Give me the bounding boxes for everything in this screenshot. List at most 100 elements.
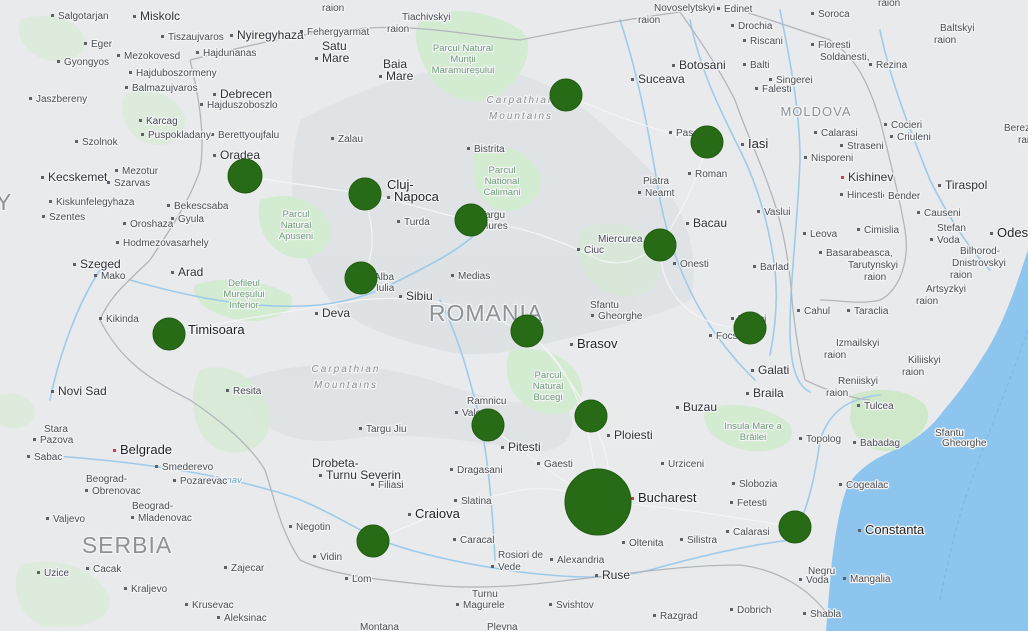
city-dot-slobozia [732,482,735,485]
city-label-bilhorod: Bilhorod- [960,246,1000,257]
city-dot-zajecar [224,566,227,569]
city-label-stefan: Stefan [937,223,966,234]
marker-tecuci[interactable] [733,311,767,345]
city-label-nyiregyhaza: Nyiregyhaza [237,28,304,42]
city-label-raion: raion [878,0,900,9]
city-label-targu-jiu: Targu Jiu [366,424,407,435]
city-label-raion: raion [950,270,972,281]
city-label-szentes: Szentes [49,212,85,223]
city-dot-galati [751,369,754,372]
city-label-medias: Medias [458,271,490,282]
city-dot-turnu-severin [319,474,322,477]
city-label-raion: raion [824,350,846,361]
city-label-jaszbereny: Jaszbereny [36,94,87,105]
city-dot-gheorghe [591,314,594,317]
city-label-mako: Mako [101,271,126,282]
city-dot-bacau [686,222,689,225]
city-label-gheorghe: Gheorghe [942,438,987,449]
marker-timisoara[interactable] [152,317,186,351]
city-label-novi-sad: Novi Sad [58,384,107,398]
city-label-razgrad: Razgrad [660,611,698,622]
mountain-label-1-0: Carpathian [312,364,381,375]
city-label-timisoara: Timisoara [188,322,245,337]
city-dot-obrenovac [85,489,88,492]
city-label-oroshaza: Oroshaza [130,219,174,230]
city-label-caracal: Caracal [460,535,494,546]
location-markers[interactable] [152,78,812,558]
city-dot-turda [397,220,400,223]
city-dot-voda [930,238,933,241]
marker-ploiesti[interactable] [574,399,608,433]
marker-targu-mures[interactable] [454,203,488,237]
marker-cluj-napoca[interactable] [348,177,382,211]
city-label-hodmezovasarhely: Hodmezovasarhely [123,238,209,249]
city-label-nisporeni: Nisporeni [811,153,853,164]
marker-alba-iulia[interactable] [344,261,378,295]
marker-constanta[interactable] [778,510,812,544]
city-label-odesa: Odesa [997,225,1028,240]
city-label-bacau: Bacau [693,216,727,230]
city-label-causeni: Causeni [924,208,961,219]
city-label-tulcea: Tulcea [864,401,894,412]
city-label-cocieri: Cocieri [891,120,922,131]
city-label-berezivskyi: Berezivskyi [1004,123,1028,134]
marker-iasi[interactable] [690,125,724,159]
city-dot-belgrade [113,449,116,452]
marker-suceava[interactable] [549,78,583,112]
city-dot-nisporeni [804,156,807,159]
city-dot-pazova [33,438,36,441]
marker-oradea[interactable] [227,158,263,194]
city-label-raion: raion [1018,135,1028,146]
city-dot-bistrita [467,147,470,150]
danube-delta [850,389,929,451]
city-label-pitesti: Pitesti [508,440,541,454]
city-dot-calarasi [726,530,729,533]
city-label-smederevo: Smederevo [162,462,214,473]
country-label-serbia: SERBIA [82,532,172,558]
marker-craiova[interactable] [356,524,390,558]
city-dot-fehergyarmat [300,30,303,33]
city-label-szeged: Szeged [80,257,121,271]
city-label-napoca: Napoca [394,189,440,204]
city-label-raion: raion [638,15,660,26]
city-label-turnu: Turnu [472,589,498,600]
city-label-suceava: Suceava [638,72,685,86]
city-label-balmazujvaros: Balmazujvaros [132,83,198,94]
city-dot-constanta [858,529,861,532]
city-label-mare: Mare [386,69,414,83]
marker-ramnicu-valcea[interactable] [471,408,505,442]
city-label-sfantu: Sfantu [935,428,964,439]
city-label-oltenita: Oltenita [629,538,664,549]
city-label-szolnok: Szolnok [82,137,119,148]
river-labels: Dunav [213,474,244,488]
city-dot-kecskemet [41,176,44,179]
city-label-plevna: Plevna [487,622,518,631]
city-dot-basarabeasca [819,251,822,254]
city-label-krusevac: Krusevac [192,600,234,611]
city-label-rezina: Rezina [876,60,908,71]
city-label-hajduszoboszlo: Hajduszoboszlo [207,100,278,111]
city-dot-shabla [803,612,806,615]
city-label-sfantu: Sfantu [590,300,619,311]
marker-bacau[interactable] [643,228,677,262]
city-label-uzice: Uzice [44,568,69,579]
city-dot-fetesti [730,501,733,504]
city-dot-oroshaza [123,222,126,225]
city-labels: Bucharest Brasov Constanta Iasi Cluj-Napoca T… [27,0,1028,631]
city-label-straseni: Straseni [847,141,884,152]
park-label-1-1: National [485,176,520,187]
city-label-zalau: Zalau [338,134,363,145]
city-label-mezokovesd: Mezokovesd [124,51,180,62]
city-dot-neamt [638,191,641,194]
marker-bucharest[interactable] [564,468,632,536]
city-label-kishinev: Kishinev [848,170,893,184]
city-label-izmailskyi: Izmailskyi [836,338,879,349]
marker-sibiu-brasov[interactable] [510,314,544,348]
city-dot-straseni [840,144,843,147]
city-label-fetesti: Fetesti [737,498,767,509]
city-label-gheorghe: Gheorghe [598,311,643,322]
city-label-tiraspol: Tiraspol [945,178,987,192]
city-dot-braila [746,392,749,395]
city-dot-valcea [455,411,458,414]
